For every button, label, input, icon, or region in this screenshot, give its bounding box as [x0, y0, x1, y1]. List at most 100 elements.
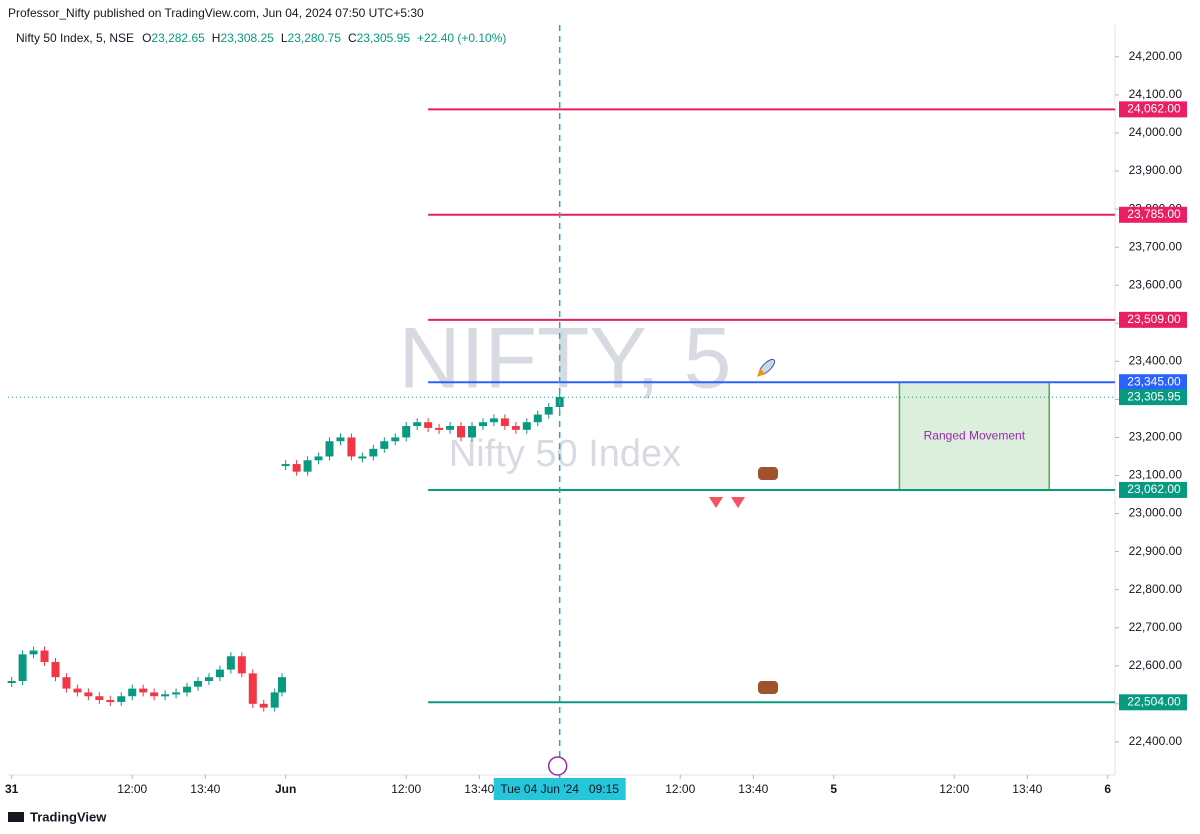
price-tag: [1119, 311, 1187, 328]
candle: [237, 656, 246, 674]
y-tick-label: 22,400.00: [1129, 734, 1183, 748]
candle: [500, 418, 509, 427]
candle: [95, 696, 104, 701]
price-tag-label: 23,062.00: [1127, 482, 1181, 496]
price-tag: [1119, 481, 1187, 498]
watermark-sub: Nifty 50 Index: [449, 433, 681, 475]
price-tag-label: 24,062.00: [1127, 102, 1181, 116]
logo: [8, 812, 24, 822]
candle: [18, 654, 27, 681]
candle: [336, 437, 345, 442]
bull-icon: [758, 467, 778, 480]
price-tag: [1119, 374, 1187, 391]
candle: [106, 700, 115, 703]
x-tick-label: 13:40: [464, 782, 494, 796]
price-tag-label: 23,509.00: [1127, 312, 1181, 326]
y-tick-label: 22,700.00: [1129, 620, 1183, 634]
candle: [183, 686, 192, 693]
candle: [478, 422, 487, 427]
x-tick-label: 12:00: [391, 782, 421, 796]
y-tick-label: 23,100.00: [1129, 468, 1183, 482]
y-tick-label: 23,900.00: [1129, 163, 1183, 177]
y-tick-label: 23,000.00: [1129, 506, 1183, 520]
price-tag: [1119, 389, 1187, 406]
candle: [413, 422, 422, 427]
ohlc-value: 23,280.75: [288, 31, 342, 45]
ohlc-value: 23,282.65: [151, 31, 205, 45]
y-tick-label: 22,900.00: [1129, 544, 1183, 558]
candle: [7, 680, 16, 683]
y-tick-label: 24,200.00: [1129, 49, 1183, 63]
x-tick-label: 6: [1104, 782, 1111, 796]
ohlc-key: C: [348, 31, 357, 45]
candle: [457, 426, 466, 438]
candle: [62, 677, 71, 689]
candle: [325, 441, 334, 457]
ohlc-value: 23,308.25: [220, 31, 274, 45]
candle: [128, 688, 137, 697]
y-tick-label: 23,200.00: [1129, 430, 1183, 444]
x-tick-label: 12:00: [665, 782, 695, 796]
y-tick-label: 24,100.00: [1129, 87, 1183, 101]
candle: [248, 673, 257, 704]
candle: [303, 460, 312, 472]
candle: [29, 650, 38, 655]
candle: [314, 456, 323, 461]
brand: TradingView: [30, 809, 107, 824]
price-tag-label: 22,504.00: [1127, 694, 1181, 708]
price-tag: [1119, 206, 1187, 223]
alert-icon: [547, 756, 568, 776]
ohlc-value: 23,305.95: [357, 31, 411, 45]
candle: [259, 703, 268, 708]
ohlc-key: L: [281, 31, 288, 45]
signal-arrows: [709, 497, 745, 508]
candle: [358, 456, 367, 459]
candle: [380, 441, 389, 449]
range-box: [898, 381, 1050, 491]
y-tick-label: 22,600.00: [1129, 658, 1183, 672]
candle: [139, 688, 148, 693]
y-tick-label: 23,700.00: [1129, 239, 1183, 253]
candle: [172, 692, 181, 695]
y-tick-label: 23,400.00: [1129, 353, 1183, 367]
x-tick-label: 12:00: [939, 782, 969, 796]
candle: [347, 437, 356, 457]
candle: [511, 426, 520, 430]
candle: [278, 677, 287, 693]
candle: [424, 422, 433, 428]
candle: [369, 448, 378, 457]
candle: [40, 650, 49, 662]
candle: [204, 677, 213, 681]
legend: Nifty 50 Index, 5, NSE O 23,282.65 H 23,308.…: [16, 31, 506, 45]
x-tick-label: 13:40: [1012, 782, 1042, 796]
x-tick-label: 13:40: [190, 782, 220, 796]
candle: [522, 422, 531, 430]
price-tag: [1119, 101, 1187, 118]
ohlc-key: H: [212, 31, 221, 45]
symbol: Nifty 50 Index, 5, NSE: [16, 31, 134, 45]
crosshair-label: Tue 04 Jun '24 09:15: [500, 782, 619, 796]
y-tick-label: 23,600.00: [1129, 277, 1183, 291]
candle: [544, 406, 553, 415]
candle: [391, 437, 400, 442]
range-label: Ranged Movement: [924, 428, 1026, 442]
candle: [117, 696, 126, 702]
candle: [446, 426, 455, 430]
candle: [489, 418, 498, 423]
rocket-icon: [757, 358, 776, 377]
candle: [150, 692, 159, 697]
ohlc-key: O: [142, 31, 151, 45]
price-tag-label: 23,305.95: [1127, 389, 1181, 403]
y-tick-label: 24,000.00: [1129, 125, 1183, 139]
candle: [193, 680, 202, 687]
x-tick-label: 5: [830, 782, 837, 796]
change: +22.40 (+0.10%): [417, 31, 506, 45]
price-tag-label: 23,345.00: [1127, 374, 1181, 388]
x-tick-label: 13:40: [738, 782, 768, 796]
x-tick-label: 12:00: [117, 782, 147, 796]
bull-icon: [758, 681, 778, 694]
candle: [435, 427, 444, 430]
watermark: NIFTY, 5: [399, 311, 732, 407]
x-tick-label: 31: [5, 782, 19, 796]
